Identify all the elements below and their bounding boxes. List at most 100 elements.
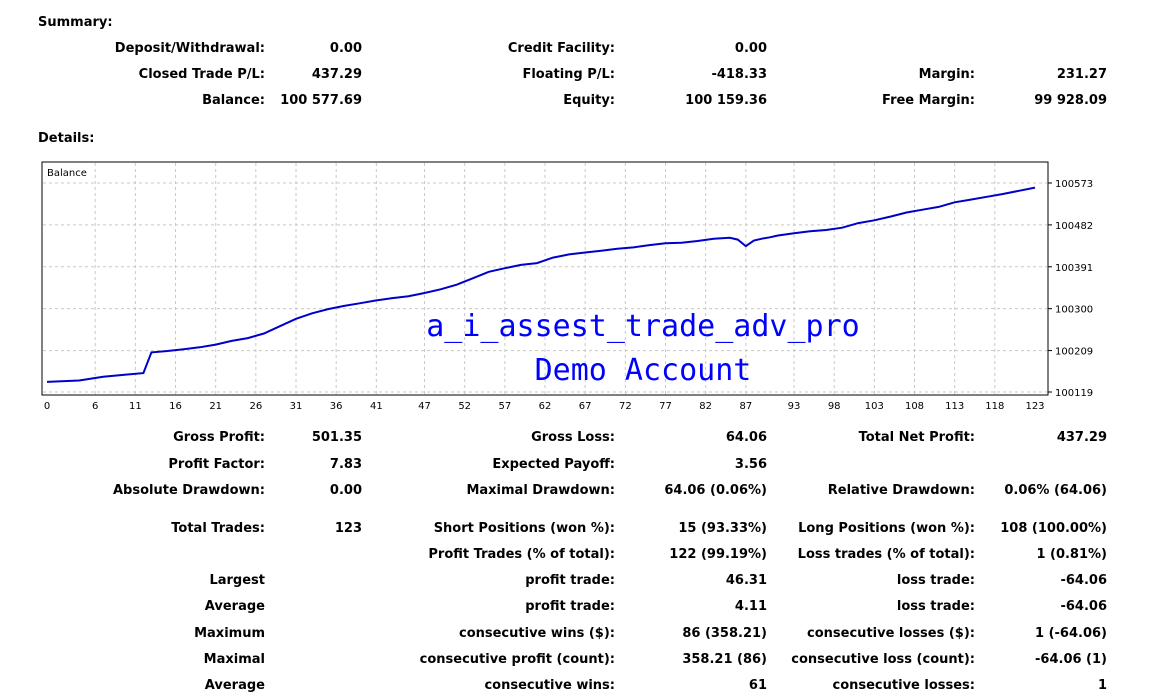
largest-loss-label: loss trade: [896, 573, 975, 588]
avg-cons-losses-label: consecutive losses: [832, 678, 975, 693]
x-tick-label: 47 [418, 401, 431, 412]
loss-trades-value: 1 (0.81%) [1036, 547, 1107, 562]
x-tick-label: 62 [539, 401, 552, 412]
x-tick-label: 21 [209, 401, 222, 412]
average2-label: Average [204, 678, 265, 693]
gross-profit-label: Gross Profit: [173, 430, 265, 445]
gross-profit-value: 501.35 [311, 430, 362, 445]
summary-heading: Summary: [38, 15, 113, 30]
x-tick-label: 26 [249, 401, 262, 412]
long-positions-label: Long Positions (won %): [798, 521, 975, 536]
x-tick-label: 67 [579, 401, 592, 412]
y-tick-label: 100482 [1055, 221, 1093, 232]
profit-trades-label: Profit Trades (% of total): [428, 547, 615, 562]
rel-drawdown-label: Relative Drawdown: [827, 483, 975, 498]
chart-grid [43, 163, 1047, 394]
net-profit-value: 437.29 [1056, 430, 1107, 445]
floating-pl-value: -418.33 [711, 67, 767, 82]
maximal-label: Maximal [203, 652, 265, 667]
total-trades-label: Total Trades: [171, 521, 265, 536]
maximal-cons-loss-value: -64.06 (1) [1035, 652, 1107, 667]
long-positions-value: 108 (100.00%) [1000, 521, 1107, 536]
y-tick-label: 100119 [1055, 388, 1093, 399]
loss-trades-label: Loss trades (% of total): [797, 547, 975, 562]
overlay-account-type: Demo Account [535, 353, 752, 388]
max-cons-losses-label: consecutive losses ($): [807, 626, 975, 641]
x-tick-label: 118 [985, 401, 1004, 412]
maximum-label: Maximum [194, 626, 265, 641]
credit-label: Credit Facility: [507, 41, 615, 56]
expected-payoff-value: 3.56 [734, 457, 767, 472]
equity-label: Equity: [563, 93, 615, 108]
x-tick-label: 93 [788, 401, 801, 412]
total-trades-value: 123 [334, 521, 362, 536]
y-tick-label: 100391 [1055, 263, 1093, 274]
x-tick-label: 82 [699, 401, 712, 412]
x-tick-label: 11 [129, 401, 142, 412]
x-tick-label: 113 [945, 401, 964, 412]
short-positions-value: 15 (93.33%) [678, 521, 767, 536]
balance-chart: 0 6 11 16 21 26 31 36 41 47 52 57 62 67 72 77 82 87 93 98 10… [41, 161, 1093, 412]
max-drawdown-value: 64.06 (0.06%) [664, 483, 767, 498]
largest-profit-label: profit trade: [525, 573, 615, 588]
y-axis-ticks: 100573 100482 100391 100300 100209 100119 [1048, 179, 1093, 399]
short-positions-label: Short Positions (won %): [433, 521, 615, 536]
margin-label: Margin: [918, 67, 975, 82]
profit-trades-value: 122 (99.19%) [669, 547, 767, 562]
profit-factor-label: Profit Factor: [168, 457, 265, 472]
x-axis-ticks: 0 6 11 16 21 26 31 36 41 47 52 57 62 67 72 77 82 87 93 98 10… [44, 401, 1045, 412]
x-tick-label: 108 [905, 401, 924, 412]
maximal-cons-profit-value: 358.21 (86) [682, 652, 767, 667]
deposit-label: Deposit/Withdrawal: [114, 41, 265, 56]
floating-pl-label: Floating P/L: [522, 67, 615, 82]
largest-label: Largest [209, 573, 265, 588]
margin-value: 231.27 [1056, 67, 1107, 82]
max-cons-wins-value: 86 (358.21) [682, 626, 767, 641]
largest-loss-value: -64.06 [1060, 573, 1107, 588]
x-tick-label: 6 [92, 401, 98, 412]
average-loss-label: loss trade: [896, 599, 975, 614]
credit-value: 0.00 [734, 41, 767, 56]
chart-title: Balance [47, 168, 87, 179]
abs-drawdown-label: Absolute Drawdown: [113, 483, 265, 498]
equity-value: 100 159.36 [685, 93, 767, 108]
balance-value: 100 577.69 [280, 93, 362, 108]
gross-loss-label: Gross Loss: [531, 430, 615, 445]
x-tick-label: 0 [44, 401, 50, 412]
max-cons-wins-label: consecutive wins ($): [458, 626, 615, 641]
avg-cons-losses-value: 1 [1097, 678, 1107, 693]
balance-label: Balance: [202, 93, 265, 108]
net-profit-label: Total Net Profit: [858, 430, 975, 445]
y-tick-label: 100300 [1055, 305, 1093, 316]
free-margin-value: 99 928.09 [1034, 93, 1107, 108]
rel-drawdown-value: 0.06% (64.06) [1004, 483, 1107, 498]
average-profit-label: profit trade: [525, 599, 615, 614]
closed-pl-value: 437.29 [311, 67, 362, 82]
average-label: Average [204, 599, 265, 614]
avg-cons-wins-value: 61 [748, 678, 767, 693]
profit-factor-value: 7.83 [329, 457, 362, 472]
x-tick-label: 31 [290, 401, 303, 412]
deposit-value: 0.00 [329, 41, 362, 56]
largest-profit-value: 46.31 [725, 573, 767, 588]
x-tick-label: 98 [828, 401, 841, 412]
details-heading: Details: [38, 131, 95, 146]
x-tick-label: 41 [370, 401, 383, 412]
abs-drawdown-value: 0.00 [329, 483, 362, 498]
x-tick-label: 16 [169, 401, 182, 412]
x-tick-label: 87 [739, 401, 752, 412]
x-tick-label: 123 [1025, 401, 1044, 412]
balance-series-line [46, 186, 1036, 383]
average-profit-value: 4.11 [734, 599, 767, 614]
y-tick-label: 100209 [1055, 347, 1093, 358]
average-loss-value: -64.06 [1060, 599, 1107, 614]
expected-payoff-label: Expected Payoff: [492, 457, 615, 472]
avg-cons-wins-label: consecutive wins: [484, 678, 615, 693]
max-cons-losses-value: 1 (-64.06) [1035, 626, 1107, 641]
x-tick-label: 36 [330, 401, 343, 412]
x-tick-label: 57 [498, 401, 511, 412]
maximal-cons-profit-label: consecutive profit (count): [419, 652, 615, 667]
closed-pl-label: Closed Trade P/L: [138, 67, 265, 82]
x-tick-label: 52 [458, 401, 471, 412]
x-tick-label: 77 [659, 401, 672, 412]
